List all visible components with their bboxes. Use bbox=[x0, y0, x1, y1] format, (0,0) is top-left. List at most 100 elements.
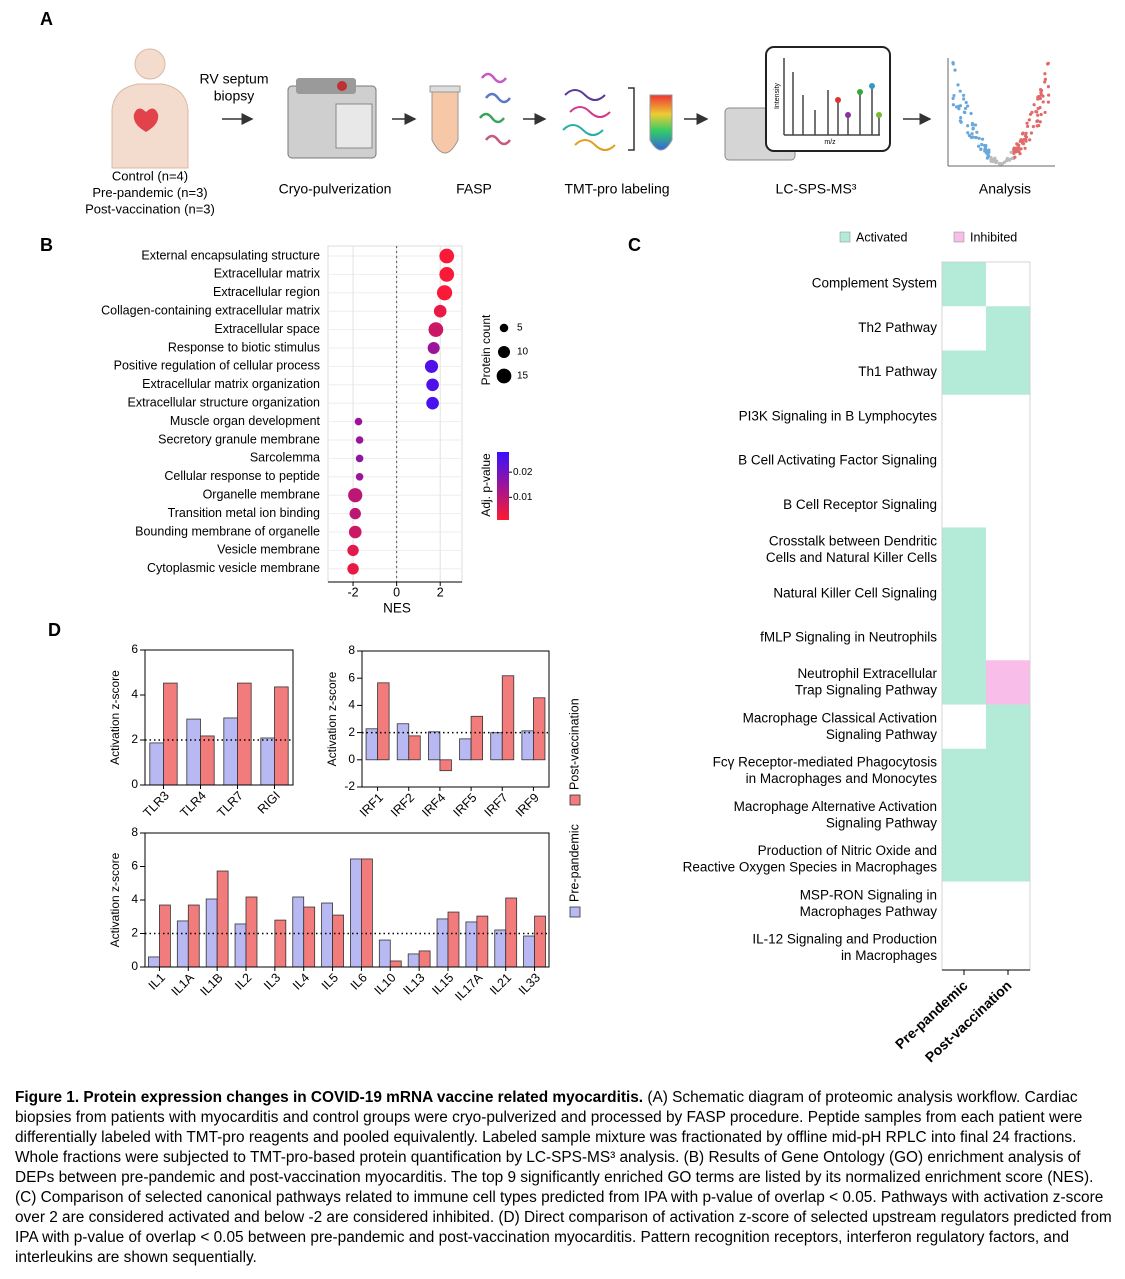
step-label: Cryo-pulverization bbox=[279, 181, 392, 197]
step-label: LC-SPS-MS³ bbox=[776, 181, 857, 197]
row-label: MSP-RON Signaling in Macrophages Pathway bbox=[800, 887, 938, 919]
legend-swatch bbox=[569, 794, 581, 806]
category-label: Response to biotic stimulus bbox=[168, 340, 320, 354]
size-legend-dot bbox=[496, 368, 512, 384]
dot bbox=[347, 544, 359, 557]
volcano-dot bbox=[969, 111, 973, 116]
bar bbox=[408, 735, 421, 761]
plot-area bbox=[327, 245, 463, 583]
text-line: Crosstalk between Dendritic bbox=[769, 533, 937, 548]
bar bbox=[223, 717, 238, 786]
volcano-dot bbox=[1043, 72, 1047, 76]
x-tick-label: IL33 bbox=[516, 971, 543, 998]
bar bbox=[303, 906, 316, 968]
plot-frame bbox=[144, 832, 550, 968]
bar bbox=[389, 960, 402, 968]
volcano-dot bbox=[1002, 160, 1007, 164]
y-tick-label: 8 bbox=[131, 825, 138, 839]
dot bbox=[428, 322, 444, 337]
y-tick-label: 8 bbox=[348, 643, 355, 657]
category-label: Cellular response to peptide bbox=[164, 469, 320, 483]
row-label: Fcγ Receptor-mediated Phagocytosis in Mac… bbox=[713, 754, 938, 786]
text-line: Reactive Oxygen Species in Macrophages bbox=[683, 859, 938, 874]
cell bbox=[942, 748, 986, 794]
volcano-dot bbox=[971, 135, 975, 139]
category-label: Extracellular matrix organization bbox=[142, 377, 320, 391]
bar bbox=[505, 897, 518, 968]
step-label: Analysis bbox=[979, 181, 1031, 197]
x-tick-label: IRF5 bbox=[450, 791, 479, 820]
bar bbox=[234, 923, 247, 968]
bar bbox=[176, 920, 189, 968]
cell bbox=[942, 262, 986, 307]
category-label: Cytoplasmic vesicle membrane bbox=[147, 561, 320, 575]
group-label: Post-vaccination (n=3) bbox=[85, 201, 215, 216]
legend-swatch bbox=[839, 231, 851, 243]
cell bbox=[942, 394, 986, 440]
volcano-dot bbox=[993, 158, 997, 162]
volcano-dot bbox=[959, 116, 963, 120]
category-label: Secretory granule membrane bbox=[158, 432, 320, 446]
cell bbox=[942, 350, 986, 396]
volcano-dot bbox=[962, 97, 966, 101]
row-label: Th1 Pathway bbox=[858, 364, 937, 379]
cell bbox=[986, 527, 1030, 573]
text-line: Fcγ Receptor-mediated Phagocytosis bbox=[713, 754, 938, 769]
x-tick-label: TLR4 bbox=[177, 789, 209, 821]
cell bbox=[986, 793, 1030, 838]
bar bbox=[378, 939, 391, 968]
bar bbox=[470, 715, 484, 761]
bar bbox=[149, 742, 164, 786]
legend-swatch bbox=[569, 906, 581, 918]
y-tick-label: 4 bbox=[131, 687, 138, 701]
volcano-dot bbox=[1039, 91, 1043, 95]
legend-swatch bbox=[953, 231, 965, 243]
step-label: FASP bbox=[456, 181, 492, 197]
volcano-dot bbox=[964, 100, 968, 105]
plot-frame bbox=[144, 649, 294, 786]
bar bbox=[377, 682, 390, 761]
volcano-dot bbox=[952, 93, 956, 98]
text-line: Trap Signaling Pathway bbox=[795, 682, 937, 697]
volcano-dot bbox=[958, 104, 963, 108]
bar bbox=[407, 953, 420, 968]
bar bbox=[260, 737, 275, 786]
volcano-dot bbox=[989, 159, 993, 163]
cell bbox=[942, 571, 986, 617]
volcano-dot bbox=[1031, 125, 1035, 129]
x-tick-label: IRF7 bbox=[482, 791, 511, 820]
bar bbox=[533, 697, 546, 761]
volcano-dot bbox=[966, 104, 970, 108]
volcano-dot bbox=[956, 83, 960, 87]
dot bbox=[347, 563, 359, 575]
dot bbox=[439, 267, 455, 282]
row-label: IL-12 Signaling and Production in Macroph… bbox=[752, 931, 937, 963]
volcano-dot bbox=[1013, 155, 1017, 159]
volcano-dot bbox=[976, 144, 981, 148]
text-line: Signaling Pathway bbox=[826, 726, 937, 741]
volcano-dot bbox=[1023, 146, 1027, 150]
volcano-dot bbox=[1021, 141, 1025, 145]
volcano-dot bbox=[1035, 119, 1039, 123]
bar bbox=[187, 904, 200, 968]
bar bbox=[186, 718, 201, 786]
size-legend-dot bbox=[497, 345, 511, 359]
volcano-dot bbox=[973, 123, 978, 127]
bar bbox=[200, 735, 215, 786]
dot bbox=[348, 488, 363, 503]
cell bbox=[986, 925, 1030, 971]
x-tick-label: IL13 bbox=[400, 971, 427, 998]
bar bbox=[163, 682, 178, 786]
volcano-dot bbox=[974, 136, 978, 140]
bar bbox=[396, 723, 410, 761]
caption: Figure 1. Protein expression changes in … bbox=[15, 1088, 1113, 1268]
category-label: Positive regulation of cellular process bbox=[114, 359, 320, 373]
dot bbox=[355, 473, 364, 481]
bar bbox=[439, 759, 452, 772]
bar bbox=[321, 902, 333, 968]
x-tick-label: IRF1 bbox=[357, 791, 386, 820]
y-tick-label: 4 bbox=[131, 892, 138, 906]
bar bbox=[237, 682, 252, 786]
y-tick-label: 2 bbox=[131, 926, 138, 940]
volcano-dot bbox=[1035, 124, 1039, 128]
